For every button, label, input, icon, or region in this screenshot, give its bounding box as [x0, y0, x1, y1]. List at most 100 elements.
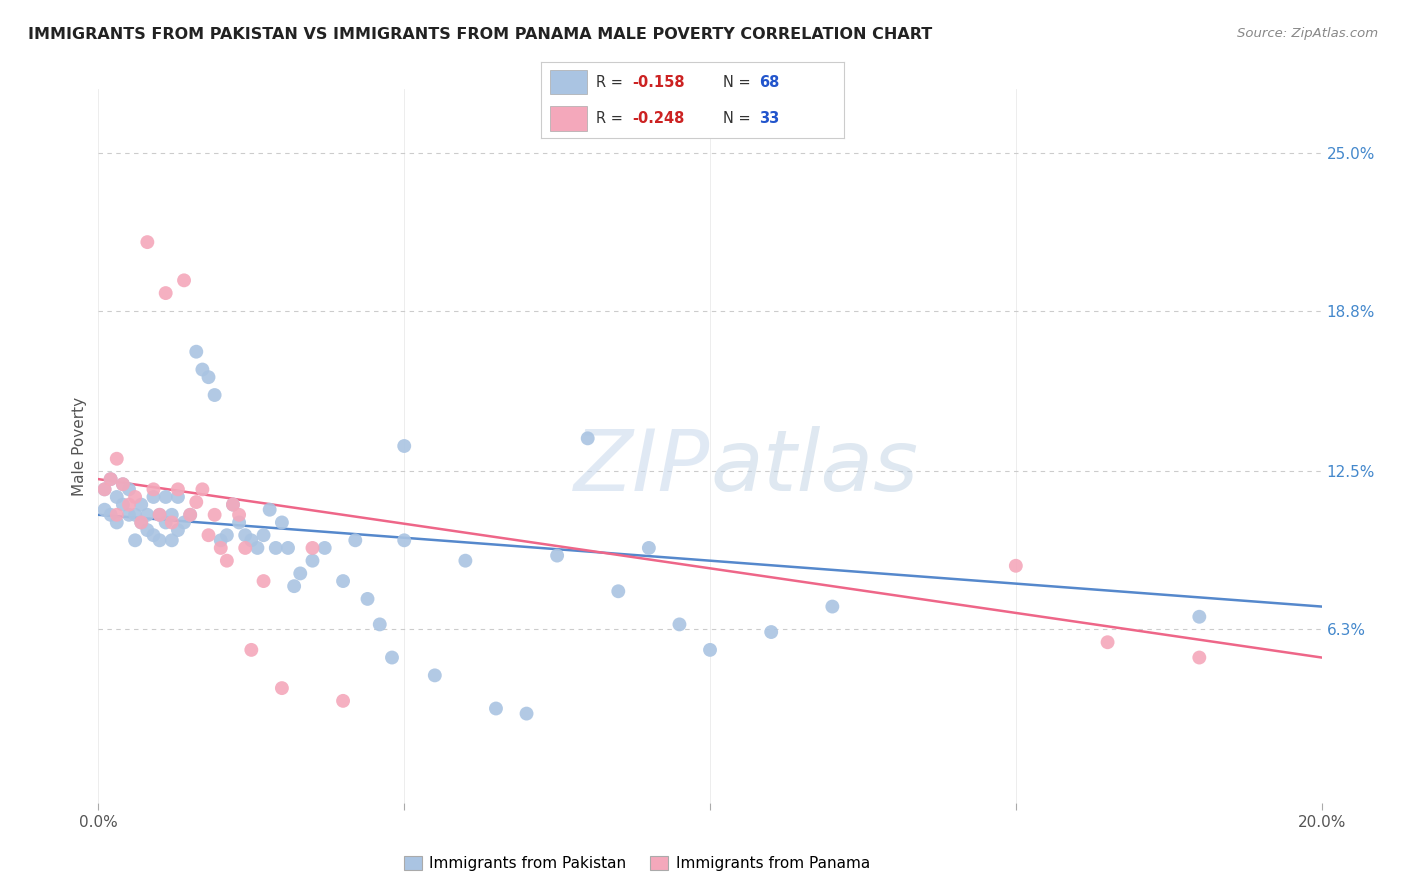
Point	[228, 516, 250, 530]
Point	[129, 516, 152, 530]
Point	[100, 508, 122, 522]
Point	[283, 579, 305, 593]
Point	[233, 528, 256, 542]
Point	[173, 516, 195, 530]
Point	[136, 523, 159, 537]
Point	[167, 483, 190, 497]
Point	[136, 235, 159, 249]
Point	[155, 286, 177, 301]
Point	[270, 516, 292, 530]
Point	[607, 584, 630, 599]
Point	[1004, 558, 1026, 573]
Point	[301, 554, 323, 568]
Text: N =: N =	[723, 111, 755, 126]
Point	[240, 533, 263, 548]
Point	[149, 533, 172, 548]
Point	[93, 502, 115, 516]
Point	[100, 472, 122, 486]
Point	[485, 701, 508, 715]
Point	[454, 554, 477, 568]
Point	[105, 508, 128, 522]
Point	[252, 574, 274, 588]
Point	[155, 490, 177, 504]
Point	[111, 477, 134, 491]
Point	[160, 516, 183, 530]
Point	[118, 483, 141, 497]
Point	[118, 508, 141, 522]
Text: Source: ZipAtlas.com: Source: ZipAtlas.com	[1237, 27, 1378, 40]
Point	[111, 498, 134, 512]
Point	[301, 541, 323, 555]
Point	[1188, 650, 1211, 665]
Point	[332, 574, 354, 588]
Bar	[550, 106, 586, 130]
Text: N =: N =	[723, 75, 755, 90]
Point	[516, 706, 538, 721]
Point	[277, 541, 299, 555]
Point	[191, 362, 214, 376]
Point	[149, 508, 172, 522]
Point	[186, 344, 208, 359]
Legend: Immigrants from Pakistan, Immigrants from Panama: Immigrants from Pakistan, Immigrants fro…	[398, 850, 876, 877]
Point	[392, 533, 416, 548]
Point	[222, 498, 245, 512]
Point	[821, 599, 844, 614]
Point	[191, 483, 214, 497]
Point	[252, 528, 274, 542]
Point	[160, 533, 183, 548]
Point	[215, 554, 238, 568]
Point	[129, 498, 152, 512]
Text: 33: 33	[759, 111, 779, 126]
Point	[136, 508, 159, 522]
Point	[167, 490, 190, 504]
Point	[228, 508, 250, 522]
Point	[290, 566, 312, 581]
Point	[105, 516, 128, 530]
Point	[197, 528, 219, 542]
Point	[186, 495, 208, 509]
Point	[142, 528, 165, 542]
Point	[155, 516, 177, 530]
Text: ZIP: ZIP	[574, 425, 710, 509]
Point	[105, 490, 128, 504]
Point	[100, 472, 122, 486]
Point	[179, 508, 201, 522]
Point	[160, 508, 183, 522]
Point	[1188, 609, 1211, 624]
Point	[197, 370, 219, 384]
Point	[392, 439, 416, 453]
Point	[246, 541, 269, 555]
Point	[167, 523, 190, 537]
Point	[204, 388, 226, 402]
Text: IMMIGRANTS FROM PAKISTAN VS IMMIGRANTS FROM PANAMA MALE POVERTY CORRELATION CHAR: IMMIGRANTS FROM PAKISTAN VS IMMIGRANTS F…	[28, 27, 932, 42]
Point	[423, 668, 446, 682]
Bar	[550, 70, 586, 95]
Point	[637, 541, 661, 555]
Point	[368, 617, 391, 632]
Text: 68: 68	[759, 75, 779, 90]
Point	[149, 508, 172, 522]
Text: R =: R =	[596, 75, 627, 90]
Point	[576, 431, 599, 445]
Point	[546, 549, 568, 563]
Point	[215, 528, 238, 542]
Point	[142, 483, 165, 497]
Point	[93, 483, 115, 497]
Point	[759, 625, 782, 640]
Point	[699, 643, 721, 657]
Point	[332, 694, 354, 708]
Point	[270, 681, 292, 695]
Point	[314, 541, 336, 555]
Point	[204, 508, 226, 522]
Point	[356, 591, 378, 606]
Point	[124, 490, 146, 504]
Point	[142, 490, 165, 504]
Point	[173, 273, 195, 287]
Point	[233, 541, 256, 555]
Point	[209, 533, 232, 548]
Point	[668, 617, 690, 632]
Point	[118, 498, 141, 512]
Y-axis label: Male Poverty: Male Poverty	[72, 396, 87, 496]
Point	[344, 533, 367, 548]
Point	[209, 541, 232, 555]
